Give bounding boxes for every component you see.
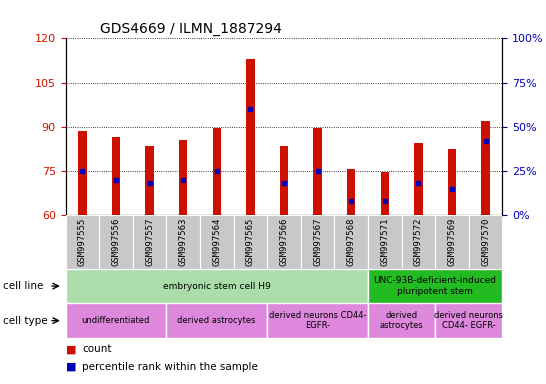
- Bar: [401, 215, 435, 269]
- Bar: [414, 143, 423, 215]
- Text: ■: ■: [66, 344, 76, 354]
- Text: GSM997569: GSM997569: [447, 218, 456, 266]
- Bar: [313, 128, 322, 215]
- Bar: [381, 172, 389, 215]
- Text: GSM997566: GSM997566: [280, 218, 288, 266]
- Text: derived astrocytes: derived astrocytes: [177, 316, 256, 325]
- Bar: [66, 269, 368, 303]
- Bar: [78, 131, 86, 215]
- Bar: [167, 215, 200, 269]
- Bar: [301, 215, 334, 269]
- Bar: [179, 140, 187, 215]
- Bar: [280, 146, 288, 215]
- Text: GSM997555: GSM997555: [78, 218, 87, 266]
- Text: embryonic stem cell H9: embryonic stem cell H9: [163, 281, 271, 291]
- Bar: [200, 215, 234, 269]
- Bar: [368, 215, 401, 269]
- Text: ■: ■: [66, 362, 76, 372]
- Bar: [167, 303, 267, 338]
- Text: GSM997572: GSM997572: [414, 218, 423, 266]
- Text: GSM997567: GSM997567: [313, 218, 322, 266]
- Bar: [66, 303, 167, 338]
- Bar: [112, 137, 120, 215]
- Text: GSM997571: GSM997571: [380, 218, 389, 266]
- Bar: [482, 121, 490, 215]
- Text: GSM997570: GSM997570: [481, 218, 490, 266]
- Text: cell line: cell line: [3, 281, 43, 291]
- Text: GSM997563: GSM997563: [179, 218, 188, 266]
- Text: UNC-93B-deficient-induced
pluripotent stem: UNC-93B-deficient-induced pluripotent st…: [373, 276, 497, 296]
- Bar: [66, 215, 99, 269]
- Text: GDS4669 / ILMN_1887294: GDS4669 / ILMN_1887294: [100, 22, 282, 36]
- Bar: [212, 128, 221, 215]
- Bar: [267, 215, 301, 269]
- Text: derived neurons CD44-
EGFR-: derived neurons CD44- EGFR-: [269, 311, 366, 330]
- Text: GSM997568: GSM997568: [347, 218, 355, 266]
- Bar: [334, 215, 368, 269]
- Bar: [468, 215, 502, 269]
- Bar: [347, 169, 355, 215]
- Text: GSM997564: GSM997564: [212, 218, 221, 266]
- Bar: [448, 149, 456, 215]
- Bar: [435, 215, 468, 269]
- Text: GSM997557: GSM997557: [145, 218, 154, 266]
- Bar: [99, 215, 133, 269]
- Bar: [145, 146, 154, 215]
- Text: GSM997565: GSM997565: [246, 218, 255, 266]
- Bar: [246, 59, 254, 215]
- Text: derived
astrocytes: derived astrocytes: [379, 311, 423, 330]
- Bar: [234, 215, 267, 269]
- Text: percentile rank within the sample: percentile rank within the sample: [82, 362, 258, 372]
- Text: cell type: cell type: [3, 316, 48, 326]
- Text: undifferentiated: undifferentiated: [82, 316, 150, 325]
- Bar: [368, 303, 435, 338]
- Bar: [133, 215, 167, 269]
- Bar: [435, 303, 502, 338]
- Bar: [267, 303, 368, 338]
- Bar: [368, 269, 502, 303]
- Text: GSM997556: GSM997556: [111, 218, 121, 266]
- Text: count: count: [82, 344, 111, 354]
- Text: derived neurons
CD44- EGFR-: derived neurons CD44- EGFR-: [434, 311, 503, 330]
